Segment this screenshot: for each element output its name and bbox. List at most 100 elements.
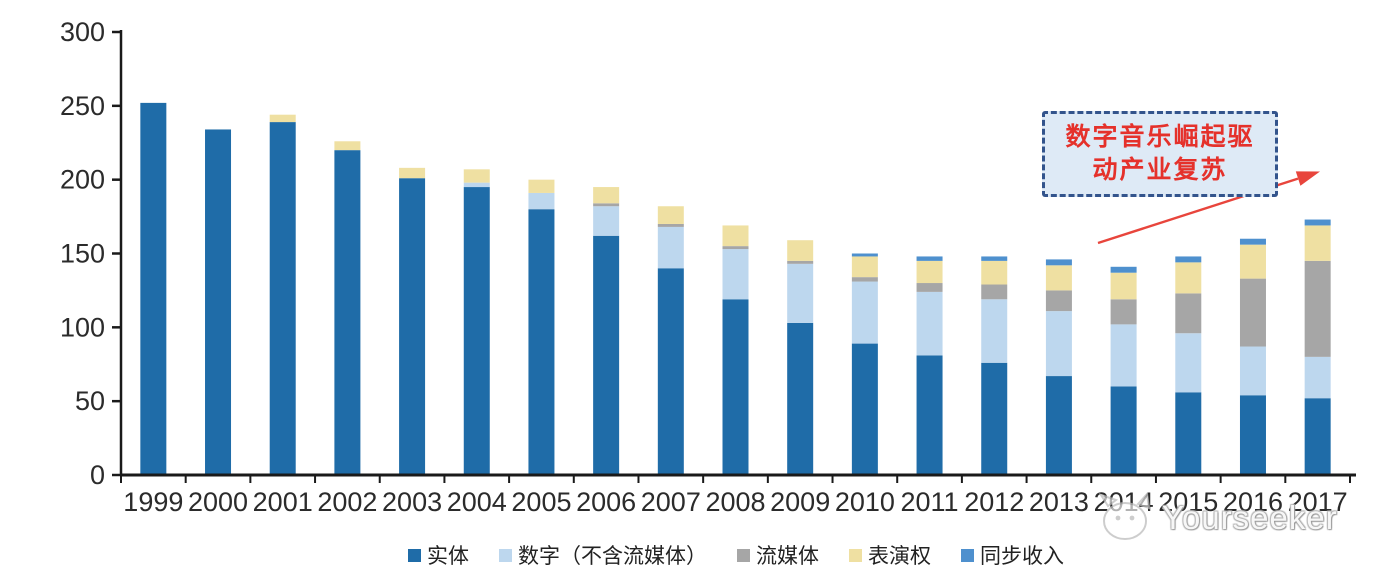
bar-segment-2008 <box>722 299 749 475</box>
x-axis-label: 2010 <box>835 487 895 517</box>
bar-segment-2012 <box>981 256 1008 261</box>
y-axis-label: 100 <box>60 312 105 342</box>
bar-segment-2007 <box>657 226 684 269</box>
bar-segment-2011 <box>916 260 943 284</box>
bar-segment-2012 <box>981 260 1008 285</box>
y-axis-label: 200 <box>60 165 105 195</box>
bar-segment-2005 <box>528 179 555 193</box>
bar-segment-2006 <box>593 187 620 204</box>
legend-item-2: 数字（不含流媒体） <box>499 540 707 570</box>
x-axis-label: 2011 <box>901 487 959 517</box>
bar-segment-2014 <box>1110 386 1137 475</box>
bar-segment-2005 <box>528 192 555 210</box>
bar-segment-1999 <box>140 102 167 475</box>
bar-segment-2004 <box>463 182 490 188</box>
bar-segment-2015 <box>1175 256 1202 263</box>
bar-segment-2015 <box>1175 293 1202 334</box>
legend-label: 流媒体 <box>756 545 819 568</box>
x-axis-label: 2017 <box>1288 487 1348 517</box>
bar-segment-2014 <box>1110 299 1137 325</box>
legend-item-5: 同步收入 <box>961 540 1064 570</box>
bar-segment-2017 <box>1304 356 1331 399</box>
legend-swatch-icon <box>408 548 421 562</box>
bar-segment-2008 <box>722 225 749 247</box>
x-axis-label: 2007 <box>641 487 701 517</box>
bar-segment-2016 <box>1239 238 1266 245</box>
x-axis-label: 2000 <box>188 487 248 517</box>
watermark: Yourseeker <box>1094 492 1338 544</box>
bar-segment-2014 <box>1110 324 1137 387</box>
bar-segment-2016 <box>1239 244 1266 279</box>
bar-segment-2013 <box>1045 259 1072 266</box>
bar-segment-2017 <box>1304 398 1331 475</box>
bar-segment-2016 <box>1239 395 1266 475</box>
bar-segment-2016 <box>1239 346 1266 396</box>
bar-segment-2010 <box>851 256 878 278</box>
bar-segment-2010 <box>851 343 878 475</box>
bar-segment-2013 <box>1045 265 1072 291</box>
annotation-callout: 数字音乐崛起驱 动产业复苏 <box>1042 111 1278 197</box>
x-axis-label: 2016 <box>1223 487 1283 517</box>
legend-swatch-icon <box>849 548 862 562</box>
x-axis-label: 2002 <box>317 487 377 517</box>
annotation-arrow-head <box>1295 171 1320 186</box>
y-axis-label: 250 <box>60 91 105 121</box>
x-axis-label: 2006 <box>576 487 636 517</box>
bar-segment-2002 <box>334 141 361 151</box>
y-axis-label: 50 <box>75 386 105 416</box>
bar-segment-2007 <box>657 223 684 227</box>
legend-swatch-icon <box>737 548 750 562</box>
y-axis-label: 0 <box>90 460 105 490</box>
bar-segment-2001 <box>269 114 296 123</box>
y-axis-label: 150 <box>60 239 105 269</box>
bar-segment-2007 <box>657 206 684 224</box>
bar-segment-2004 <box>463 169 490 183</box>
bar-segment-2011 <box>916 291 943 356</box>
y-axis-label: 300 <box>60 17 105 47</box>
x-axis-label: 2009 <box>770 487 830 517</box>
bar-segment-2002 <box>334 150 361 475</box>
bar-segment-2013 <box>1045 311 1072 377</box>
bar-segment-2006 <box>593 203 620 207</box>
bar-segment-2015 <box>1175 262 1202 294</box>
x-axis-label: 2004 <box>447 487 507 517</box>
bar-segment-2011 <box>916 256 943 261</box>
bar-segment-2009 <box>787 322 814 475</box>
bar-segment-2008 <box>722 249 749 300</box>
legend-label: 表演权 <box>868 545 931 568</box>
x-axis-label: 2015 <box>1158 487 1218 517</box>
bar-segment-2006 <box>593 235 620 475</box>
bar-segment-2006 <box>593 206 620 236</box>
bar-segment-2003 <box>399 178 426 475</box>
bar-segment-2017 <box>1304 225 1331 261</box>
bar-segment-2011 <box>916 355 943 475</box>
bar-segment-2017 <box>1304 260 1331 357</box>
bar-segment-2015 <box>1175 392 1202 475</box>
legend-label: 数字（不含流媒体） <box>518 545 707 568</box>
bar-segment-2013 <box>1045 376 1072 475</box>
bar-segment-2017 <box>1304 219 1331 226</box>
x-axis-label: 2008 <box>705 487 765 517</box>
legend-swatch-icon <box>499 548 512 562</box>
bar-segment-2012 <box>981 299 1008 363</box>
bar-segment-2007 <box>657 268 684 475</box>
legend-label: 同步收入 <box>980 545 1064 568</box>
bar-segment-2009 <box>787 260 814 264</box>
bar-segment-2010 <box>851 277 878 282</box>
x-axis-label: 2005 <box>511 487 571 517</box>
bar-segment-2001 <box>269 122 296 476</box>
x-axis-label: 2003 <box>382 487 442 517</box>
bar-segment-2013 <box>1045 290 1072 312</box>
bar-segment-2012 <box>981 284 1008 300</box>
chart-legend: 实体 数字（不含流媒体） 流媒体 表演权 同步收入 <box>121 538 1351 572</box>
legend-swatch-icon <box>961 548 974 562</box>
legend-item-1: 实体 <box>408 540 469 570</box>
annotation-text-line1: 数字音乐崛起驱 <box>1065 123 1255 151</box>
x-axis-label: 2013 <box>1029 487 1089 517</box>
bar-segment-2014 <box>1110 272 1137 300</box>
cat-face-logo-icon <box>1098 492 1151 540</box>
bar-segment-2010 <box>851 281 878 344</box>
bar-segment-2009 <box>787 263 814 323</box>
